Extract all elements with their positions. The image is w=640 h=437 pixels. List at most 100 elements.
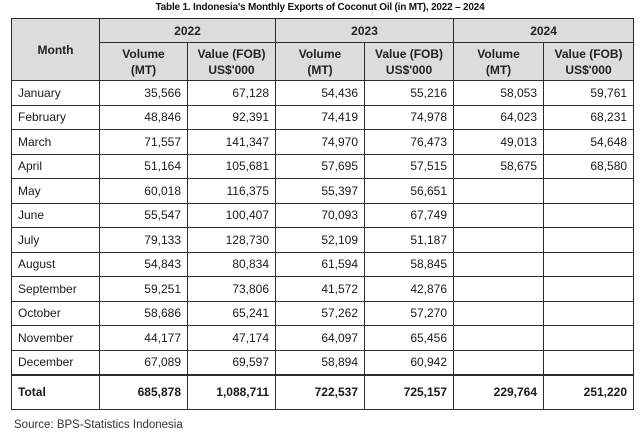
value-2023-cell: 57,515 — [364, 153, 455, 179]
value-2023-cell: 65,456 — [364, 325, 455, 351]
value-2022-cell: 47,174 — [186, 325, 277, 351]
volume-2023-cell: 52,109 — [275, 227, 366, 253]
total-volume-2023: 722,537 — [275, 373, 366, 410]
year-header-2022: 2022 — [98, 18, 277, 43]
value-header-2024: Value (FOB) US$'000 — [543, 42, 635, 81]
volume-2024-cell — [453, 202, 545, 228]
value-2024-cell — [543, 227, 635, 253]
value-2024-cell — [543, 276, 635, 302]
value-2024-cell — [543, 300, 635, 326]
table-body: January 35,566 67,128 54,436 55,216 58,0… — [11, 80, 635, 410]
month-cell: December — [11, 349, 100, 375]
value-2022-cell: 67,128 — [186, 80, 277, 106]
total-label: Total — [11, 373, 100, 410]
month-cell: May — [11, 178, 100, 204]
value-2022-cell: 80,834 — [186, 251, 277, 277]
month-cell: January — [11, 80, 100, 106]
value-2022-cell: 141,347 — [186, 129, 277, 155]
value-2024-cell: 59,761 — [543, 80, 635, 106]
volume-2024-cell: 64,023 — [453, 104, 545, 130]
value-2024-cell — [543, 251, 635, 277]
total-value-2022: 1,088,711 — [186, 373, 277, 410]
value-2022-cell: 65,241 — [186, 300, 277, 326]
table-row: March 71,557 141,347 74,970 76,473 49,01… — [11, 129, 635, 155]
volume-2022-cell: 58,686 — [99, 300, 188, 326]
volume-2024-cell — [453, 325, 545, 351]
value-2022-cell: 116,375 — [186, 178, 277, 204]
table-row: November 44,177 47,174 64,097 65,456 — [11, 325, 635, 351]
value-2022-cell: 73,806 — [186, 276, 277, 302]
source-note: Source: BPS-Statistics Indonesia — [14, 419, 183, 431]
month-cell: February — [11, 104, 100, 130]
volume-header-2024: Volume (MT) — [453, 42, 545, 81]
value-2024-cell: 54,648 — [543, 129, 635, 155]
volume-2024-cell: 58,675 — [453, 153, 545, 179]
volume-2022-cell: 44,177 — [99, 325, 188, 351]
table-row: May 60,018 116,375 55,397 56,651 — [11, 178, 635, 204]
table-row: August 54,843 80,834 61,594 58,845 — [11, 251, 635, 277]
value-2023-cell: 56,651 — [364, 178, 455, 204]
value-2024-cell — [543, 178, 635, 204]
month-cell: August — [11, 251, 100, 277]
volume-2022-cell: 51,164 — [99, 153, 188, 179]
value-2023-cell: 42,876 — [364, 276, 455, 302]
year-header-2024: 2024 — [453, 18, 635, 43]
volume-2023-cell: 74,970 — [275, 129, 366, 155]
volume-2022-cell: 60,018 — [99, 178, 188, 204]
volume-2024-cell — [453, 349, 545, 375]
value-2024-cell: 68,580 — [543, 153, 635, 179]
value-2024-cell — [543, 325, 635, 351]
volume-2024-cell — [453, 227, 545, 253]
volume-2023-cell: 57,262 — [275, 300, 366, 326]
month-column-header: Month — [11, 18, 100, 81]
value-2023-cell: 76,473 — [364, 129, 455, 155]
table-row: June 55,547 100,407 70,093 67,749 — [11, 202, 635, 228]
total-value-2024: 251,220 — [543, 373, 635, 410]
volume-2023-cell: 61,594 — [275, 251, 366, 277]
volume-2022-cell: 67,089 — [99, 349, 188, 375]
value-2024-cell — [543, 349, 635, 375]
month-cell: March — [11, 129, 100, 155]
value-2022-cell: 128,730 — [186, 227, 277, 253]
volume-2024-cell — [453, 300, 545, 326]
total-volume-2024: 229,764 — [453, 373, 545, 410]
table-row: October 58,686 65,241 57,262 57,270 — [11, 300, 635, 326]
value-2022-cell: 92,391 — [186, 104, 277, 130]
volume-2024-cell — [453, 251, 545, 277]
month-cell: November — [11, 325, 100, 351]
value-2023-cell: 60,942 — [364, 349, 455, 375]
volume-2023-cell: 58,894 — [275, 349, 366, 375]
volume-2022-cell: 54,843 — [99, 251, 188, 277]
value-header-2022: Value (FOB) US$'000 — [186, 42, 277, 81]
volume-header-2023: Volume (MT) — [275, 42, 366, 81]
total-value-2023: 725,157 — [364, 373, 455, 410]
month-cell: June — [11, 202, 100, 228]
value-2024-cell — [543, 202, 635, 228]
total-volume-2022: 685,878 — [99, 373, 188, 410]
month-cell: September — [11, 276, 100, 302]
value-header-2023: Value (FOB) US$'000 — [364, 42, 455, 81]
month-cell: July — [11, 227, 100, 253]
exports-table: Month 2022 2023 2024 Volume (MT) Value (F… — [11, 18, 635, 410]
volume-2022-cell: 71,557 — [99, 129, 188, 155]
volume-2023-cell: 64,097 — [275, 325, 366, 351]
sub-header-row: Volume (MT) Value (FOB) US$'000 Volume (MT)… — [12, 42, 635, 81]
volume-2023-cell: 70,093 — [275, 202, 366, 228]
value-2023-cell: 58,845 — [364, 251, 455, 277]
table-row: July 79,133 128,730 52,109 51,187 — [11, 227, 635, 253]
volume-2024-cell — [453, 276, 545, 302]
volume-2023-cell: 55,397 — [275, 178, 366, 204]
value-2023-cell: 57,270 — [364, 300, 455, 326]
table-row: February 48,846 92,391 74,419 74,978 64,… — [11, 104, 635, 130]
value-2022-cell: 100,407 — [186, 202, 277, 228]
total-row: Total 685,878 1,088,711 722,537 725,157 … — [11, 373, 635, 410]
value-2024-cell: 68,231 — [543, 104, 635, 130]
volume-2022-cell: 55,547 — [99, 202, 188, 228]
volume-2022-cell: 48,846 — [99, 104, 188, 130]
table-title: Table 1. Indonesia's Monthly Exports of … — [155, 2, 485, 13]
value-2022-cell: 69,597 — [186, 349, 277, 375]
value-2023-cell: 55,216 — [364, 80, 455, 106]
value-2023-cell: 51,187 — [364, 227, 455, 253]
value-2022-cell: 105,681 — [186, 153, 277, 179]
volume-2022-cell: 79,133 — [99, 227, 188, 253]
